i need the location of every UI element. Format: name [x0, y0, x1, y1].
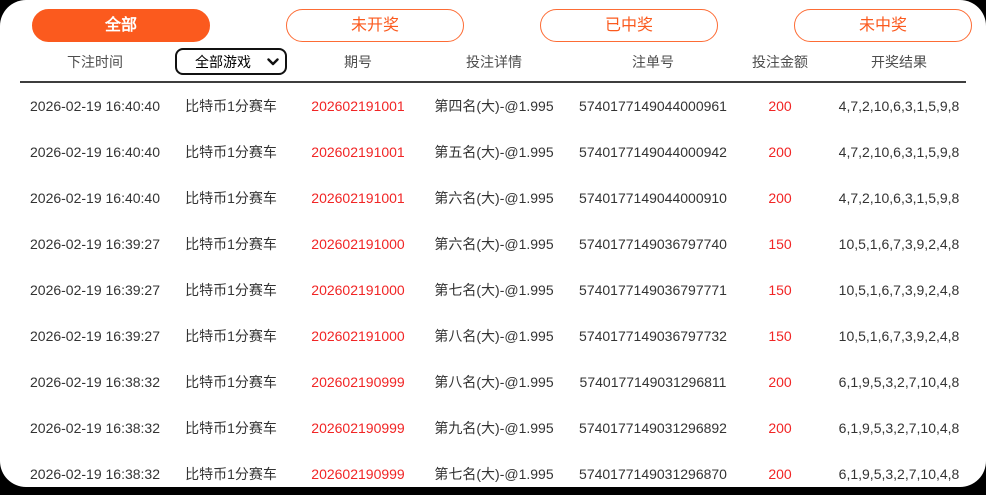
issue-number: 202602191000 [311, 282, 405, 298]
order-number: 5740177149036797771 [579, 282, 727, 298]
game-filter: 全部游戏 [175, 48, 287, 75]
game-name: 比特币1分赛车 [185, 328, 277, 344]
order-number: 5740177149036797740 [579, 236, 727, 252]
bet-details: 第八名(大)-@1.995 [434, 328, 554, 344]
table-row: 2026-02-19 16:40:40 比特币1分赛车 202602191001… [0, 129, 986, 175]
header-issue-number: 期号 [344, 53, 372, 70]
game-name: 比特币1分赛车 [185, 236, 277, 252]
table-header: 下注时间 全部游戏 期号 投注详情 注单号 投注金额 开奖结果 [0, 42, 986, 81]
draw-result: 4,7,2,10,6,3,1,5,9,8 [838, 190, 960, 206]
bet-details: 第九名(大)-@1.995 [434, 420, 554, 436]
order-number: 5740177149031296870 [579, 466, 727, 482]
bet-amount: 150 [768, 236, 792, 252]
draw-result: 6,1,9,5,3,2,7,10,4,8 [838, 420, 960, 436]
table-row: 2026-02-19 16:38:32 比特币1分赛车 202602190999… [0, 405, 986, 451]
filter-tab-won[interactable]: 已中奖 [540, 9, 718, 42]
game-filter-select[interactable]: 全部游戏 [175, 48, 287, 75]
bet-amount: 200 [768, 374, 792, 390]
order-number: 5740177149044000942 [579, 144, 727, 160]
table-row: 2026-02-19 16:38:32 比特币1分赛车 202602190999… [0, 451, 986, 487]
bet-amount: 150 [768, 282, 792, 298]
order-number: 5740177149036797732 [579, 328, 727, 344]
filter-tab-not-drawn[interactable]: 未开奖 [286, 9, 464, 42]
game-name: 比特币1分赛车 [185, 374, 277, 390]
filter-tab-lost[interactable]: 未中奖 [794, 9, 972, 42]
header-draw-result: 开奖结果 [871, 53, 927, 70]
draw-result: 10,5,1,6,7,3,9,2,4,8 [838, 328, 960, 344]
draw-result: 6,1,9,5,3,2,7,10,4,8 [838, 466, 960, 482]
game-name: 比特币1分赛车 [185, 466, 277, 482]
bet-details: 第六名(大)-@1.995 [434, 190, 554, 206]
header-game-filter: 全部游戏 [170, 48, 292, 75]
bet-time: 2026-02-19 16:39:27 [30, 328, 160, 344]
bet-details: 第六名(大)-@1.995 [434, 236, 554, 252]
table-row: 2026-02-19 16:39:27 比特币1分赛车 202602191000… [0, 221, 986, 267]
table-row: 2026-02-19 16:39:27 比特币1分赛车 202602191000… [0, 267, 986, 313]
bet-details: 第五名(大)-@1.995 [434, 144, 554, 160]
bet-amount: 200 [768, 466, 792, 482]
draw-result: 10,5,1,6,7,3,9,2,4,8 [838, 282, 960, 298]
bet-amount: 200 [768, 190, 792, 206]
bet-details: 第七名(大)-@1.995 [434, 466, 554, 482]
issue-number: 202602191001 [311, 98, 405, 114]
game-name: 比特币1分赛车 [185, 190, 277, 206]
bet-amount: 200 [768, 144, 792, 160]
table-row: 2026-02-19 16:38:32 比特币1分赛车 202602190999… [0, 359, 986, 405]
issue-number: 202602191000 [311, 236, 405, 252]
issue-number: 202602190999 [311, 374, 405, 390]
game-name: 比特币1分赛车 [185, 282, 277, 298]
issue-number: 202602191001 [311, 144, 405, 160]
order-number: 5740177149031296892 [579, 420, 727, 436]
order-number: 5740177149031296811 [579, 374, 727, 390]
game-name: 比特币1分赛车 [185, 144, 277, 160]
game-name: 比特币1分赛车 [185, 98, 277, 114]
bet-time: 2026-02-19 16:38:32 [30, 374, 160, 390]
table-row: 2026-02-19 16:39:27 比特币1分赛车 202602191000… [0, 313, 986, 359]
header-bet-amount: 投注金额 [752, 53, 808, 70]
bet-time: 2026-02-19 16:39:27 [30, 282, 160, 298]
bet-time: 2026-02-19 16:39:27 [30, 236, 160, 252]
bet-time: 2026-02-19 16:40:40 [30, 98, 160, 114]
records-table: 2026-02-19 16:40:40 比特币1分赛车 202602191001… [0, 83, 986, 487]
bet-time: 2026-02-19 16:38:32 [30, 420, 160, 436]
draw-result: 4,7,2,10,6,3,1,5,9,8 [838, 144, 960, 160]
header-bet-time: 下注时间 [67, 53, 123, 70]
bet-details: 第八名(大)-@1.995 [434, 374, 554, 390]
header-divider [20, 81, 966, 83]
filter-tab-all[interactable]: 全部 [32, 9, 210, 42]
draw-result: 10,5,1,6,7,3,9,2,4,8 [838, 236, 960, 252]
game-name: 比特币1分赛车 [185, 420, 277, 436]
bet-amount: 150 [768, 328, 792, 344]
issue-number: 202602190999 [311, 420, 405, 436]
bet-details: 第七名(大)-@1.995 [434, 282, 554, 298]
header-order-number: 注单号 [632, 53, 674, 70]
order-number: 5740177149044000910 [579, 190, 727, 206]
table-row: 2026-02-19 16:40:40 比特币1分赛车 202602191001… [0, 175, 986, 221]
header-bet-details: 投注详情 [466, 53, 522, 70]
bet-amount: 200 [768, 420, 792, 436]
bet-time: 2026-02-19 16:40:40 [30, 190, 160, 206]
bet-amount: 200 [768, 98, 792, 114]
draw-result: 4,7,2,10,6,3,1,5,9,8 [838, 98, 960, 114]
issue-number: 202602191001 [311, 190, 405, 206]
bet-time: 2026-02-19 16:40:40 [30, 144, 160, 160]
issue-number: 202602190999 [311, 466, 405, 482]
filter-bar: 全部 未开奖 已中奖 未中奖 [0, 0, 986, 42]
order-number: 5740177149044000961 [579, 98, 727, 114]
issue-number: 202602191000 [311, 328, 405, 344]
bet-time: 2026-02-19 16:38:32 [30, 466, 160, 482]
table-row: 2026-02-19 16:40:40 比特币1分赛车 202602191001… [0, 83, 986, 129]
bet-details: 第四名(大)-@1.995 [434, 98, 554, 114]
draw-result: 6,1,9,5,3,2,7,10,4,8 [838, 374, 960, 390]
